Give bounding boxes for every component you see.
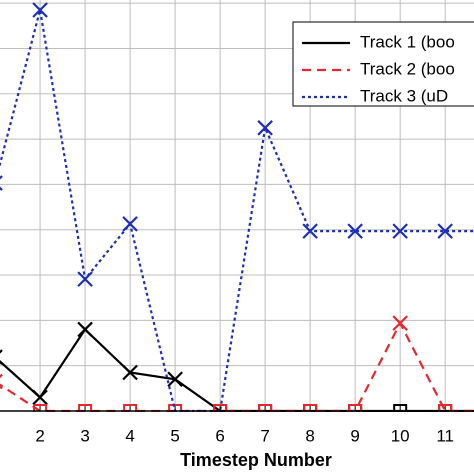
marker xyxy=(32,389,48,406)
marker xyxy=(392,315,408,331)
x-tick-label: 10 xyxy=(391,426,410,445)
x-tick-label: 11 xyxy=(436,426,454,445)
legend-label: Track 3 (uD xyxy=(360,86,448,105)
legend-label: Track 2 (boo xyxy=(360,59,455,78)
x-tick-label: 4 xyxy=(125,426,134,445)
x-axis-label: Timestep Number xyxy=(180,450,332,470)
series-line xyxy=(0,320,474,412)
marker xyxy=(32,2,48,18)
marker xyxy=(122,364,138,381)
marker xyxy=(77,271,93,287)
marker xyxy=(122,216,138,232)
x-tick-label: 3 xyxy=(80,426,89,445)
marker xyxy=(437,223,453,239)
x-tick-label: 6 xyxy=(215,426,224,445)
x-tick-label: 7 xyxy=(260,426,269,445)
marker xyxy=(167,371,183,388)
legend-box xyxy=(292,21,474,107)
x-tick-label: 9 xyxy=(350,426,359,445)
x-tick-label: 5 xyxy=(170,426,179,445)
x-tick-label: 2 xyxy=(35,426,44,445)
marker xyxy=(347,223,363,239)
legend-label: Track 1 (boo xyxy=(360,32,455,51)
marker xyxy=(77,321,93,338)
x-tick-label: 8 xyxy=(305,426,314,445)
marker xyxy=(257,120,273,136)
marker xyxy=(302,223,318,239)
series-line xyxy=(0,327,474,412)
marker xyxy=(0,175,3,191)
marker xyxy=(392,223,408,239)
